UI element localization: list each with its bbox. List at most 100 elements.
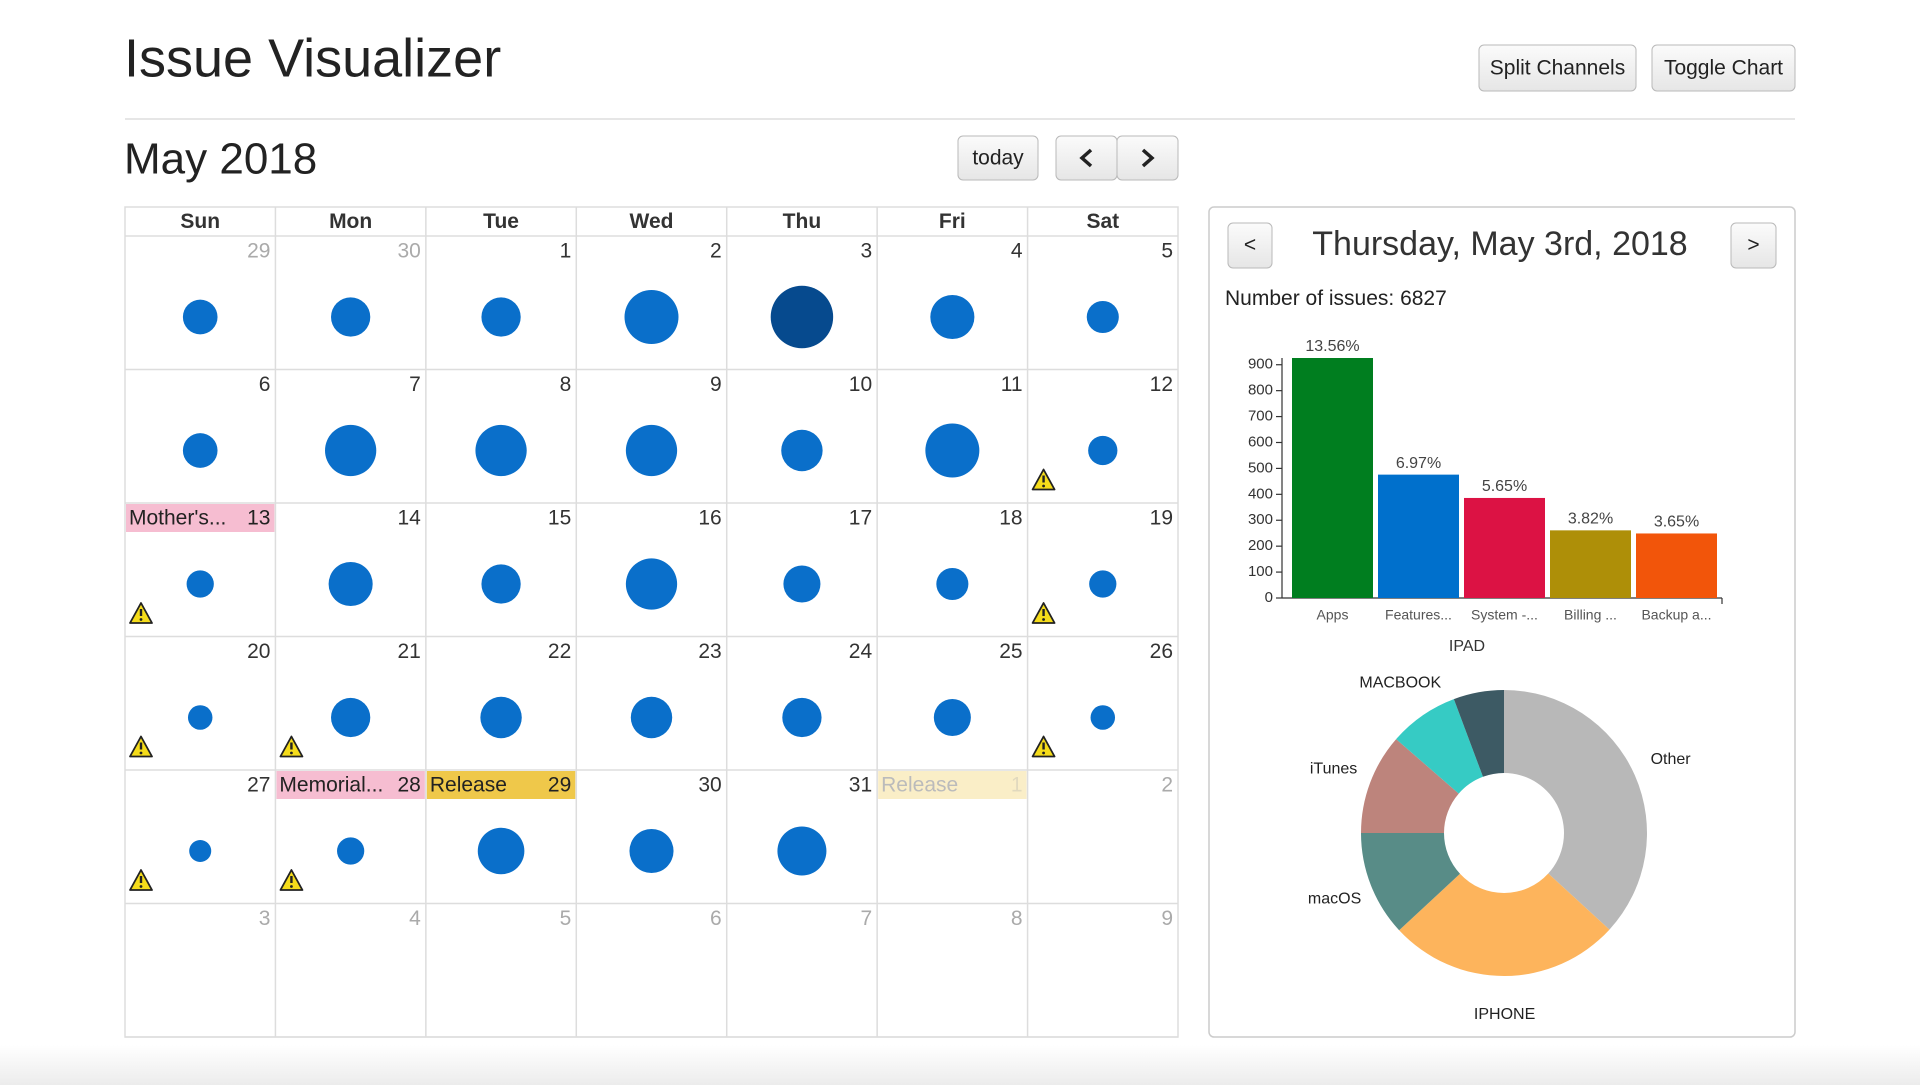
issue-bubble[interactable] (782, 697, 822, 738)
app-title: Issue Visualizer (124, 28, 501, 88)
issue-bubble[interactable] (481, 297, 521, 337)
day-cell: 9 (625, 373, 722, 477)
issue-bubble[interactable] (331, 697, 371, 738)
issue-bubble[interactable] (1089, 570, 1117, 598)
split-channels-button[interactable]: Split Channels (1478, 44, 1637, 92)
charts: 0 100 200 300 400 500 600 700 800 900 13.56% Apps 6.… (1248, 338, 1723, 1023)
y-tick-label: 0 (1265, 589, 1273, 606)
slice-label: Other (1651, 751, 1692, 768)
event-bar (126, 504, 275, 532)
pie-slice[interactable] (1399, 873, 1610, 976)
day-cell: 5 (1086, 240, 1173, 334)
issue-bubble[interactable] (1088, 435, 1118, 466)
day-number: 8 (560, 373, 572, 396)
bar[interactable] (1292, 358, 1373, 598)
issue-bubble[interactable] (933, 698, 971, 737)
button-label: > (1747, 234, 1759, 257)
day-number: 2 (1161, 774, 1173, 797)
event[interactable]: Memorial... (276, 771, 425, 799)
issue-bubble[interactable] (630, 696, 673, 739)
pie-slice[interactable] (1361, 739, 1459, 833)
next-day-button[interactable]: > (1730, 222, 1777, 269)
pie-slice[interactable] (1361, 833, 1461, 931)
bar-percent-label: 3.82% (1568, 511, 1613, 528)
issue-bubble[interactable] (770, 285, 834, 349)
event[interactable]: Release (878, 771, 1027, 799)
day-number: 7 (860, 907, 872, 930)
day-cell: Mother's... 13 (126, 504, 275, 624)
pie-slice[interactable] (1396, 699, 1483, 794)
pie-slice[interactable] (1453, 690, 1504, 777)
issue-bubble[interactable] (337, 837, 365, 865)
day-cell: 15 (481, 507, 571, 604)
warning-icon (1031, 602, 1056, 624)
x-tick-label: Apps (1317, 607, 1349, 623)
issue-bubble[interactable] (625, 424, 678, 477)
pie-slice[interactable] (1504, 690, 1647, 930)
bar-percent-label: 13.56% (1305, 338, 1359, 355)
y-tick-label: 600 (1248, 433, 1273, 450)
issue-bubble[interactable] (182, 433, 218, 468)
issue-bubble[interactable] (936, 567, 969, 601)
issue-bubble[interactable] (189, 839, 212, 863)
day-number: 9 (710, 373, 722, 396)
chevron-left (1079, 148, 1093, 168)
issue-bubble[interactable] (624, 290, 679, 344)
issue-bubble[interactable] (925, 423, 980, 478)
event[interactable]: Release (426, 771, 576, 799)
event[interactable]: Mother's... (126, 504, 275, 532)
detail-date: Thursday, May 3rd, 2018 (1312, 225, 1687, 263)
footer-shade (0, 1045, 1920, 1085)
weekday-header: Tue (483, 210, 519, 233)
issue-bubble[interactable] (331, 297, 371, 337)
day-number: 17 (849, 507, 872, 530)
bar[interactable] (1464, 497, 1545, 598)
day-number: 23 (698, 640, 721, 663)
day-number: 8 (1011, 907, 1023, 930)
issue-bubble[interactable] (783, 565, 821, 603)
day-number: 16 (698, 507, 721, 530)
day-cell: 4 (930, 240, 1023, 340)
bar[interactable] (1636, 533, 1717, 598)
issue-bubble[interactable] (777, 826, 827, 876)
next-month-button[interactable] (1116, 135, 1179, 181)
issue-bubble[interactable] (477, 827, 525, 875)
issue-bubble[interactable] (187, 705, 213, 730)
bar[interactable] (1550, 530, 1631, 598)
issue-bubble[interactable] (480, 696, 522, 739)
issue-bubble[interactable] (325, 424, 377, 477)
event-bar (276, 771, 425, 799)
prev-month-button[interactable] (1055, 135, 1118, 181)
prev-day-button[interactable]: < (1227, 222, 1273, 269)
issue-bubble[interactable] (186, 570, 214, 598)
issue-bubble[interactable] (1090, 705, 1116, 730)
issue-bubble[interactable] (629, 828, 674, 874)
day-number: 11 (1001, 373, 1023, 396)
issue-bubble[interactable] (328, 561, 373, 607)
day-cell: Release 29 (426, 771, 576, 875)
issue-bubble[interactable] (182, 299, 218, 335)
day-number: 26 (1150, 640, 1173, 663)
today-button[interactable]: today (957, 135, 1039, 181)
issue-bubble[interactable] (930, 294, 975, 340)
toggle-chart-button[interactable]: Toggle Chart (1651, 44, 1796, 92)
issue-bubble[interactable] (1086, 300, 1119, 334)
y-tick-label: 700 (1248, 408, 1273, 425)
warning-icon (279, 735, 304, 758)
issue-bubble[interactable] (625, 558, 678, 610)
day-cell: 6 (182, 373, 270, 468)
issue-bubble[interactable] (481, 564, 521, 604)
issue-bubble[interactable] (475, 424, 527, 477)
x-tick-label: Billing ... (1564, 607, 1617, 623)
bar[interactable] (1378, 474, 1459, 598)
x-axis-label: IPAD (1449, 638, 1485, 655)
weekday-header: Fri (939, 210, 966, 233)
day-cell: 4 (409, 907, 421, 930)
month-title: May 2018 (124, 135, 317, 184)
y-tick-label: 300 (1248, 511, 1273, 528)
issue-bubble[interactable] (781, 429, 823, 472)
day-cell: 6 (710, 907, 722, 930)
slice-label: IPHONE (1474, 1006, 1535, 1023)
day-number: 25 (999, 640, 1022, 663)
